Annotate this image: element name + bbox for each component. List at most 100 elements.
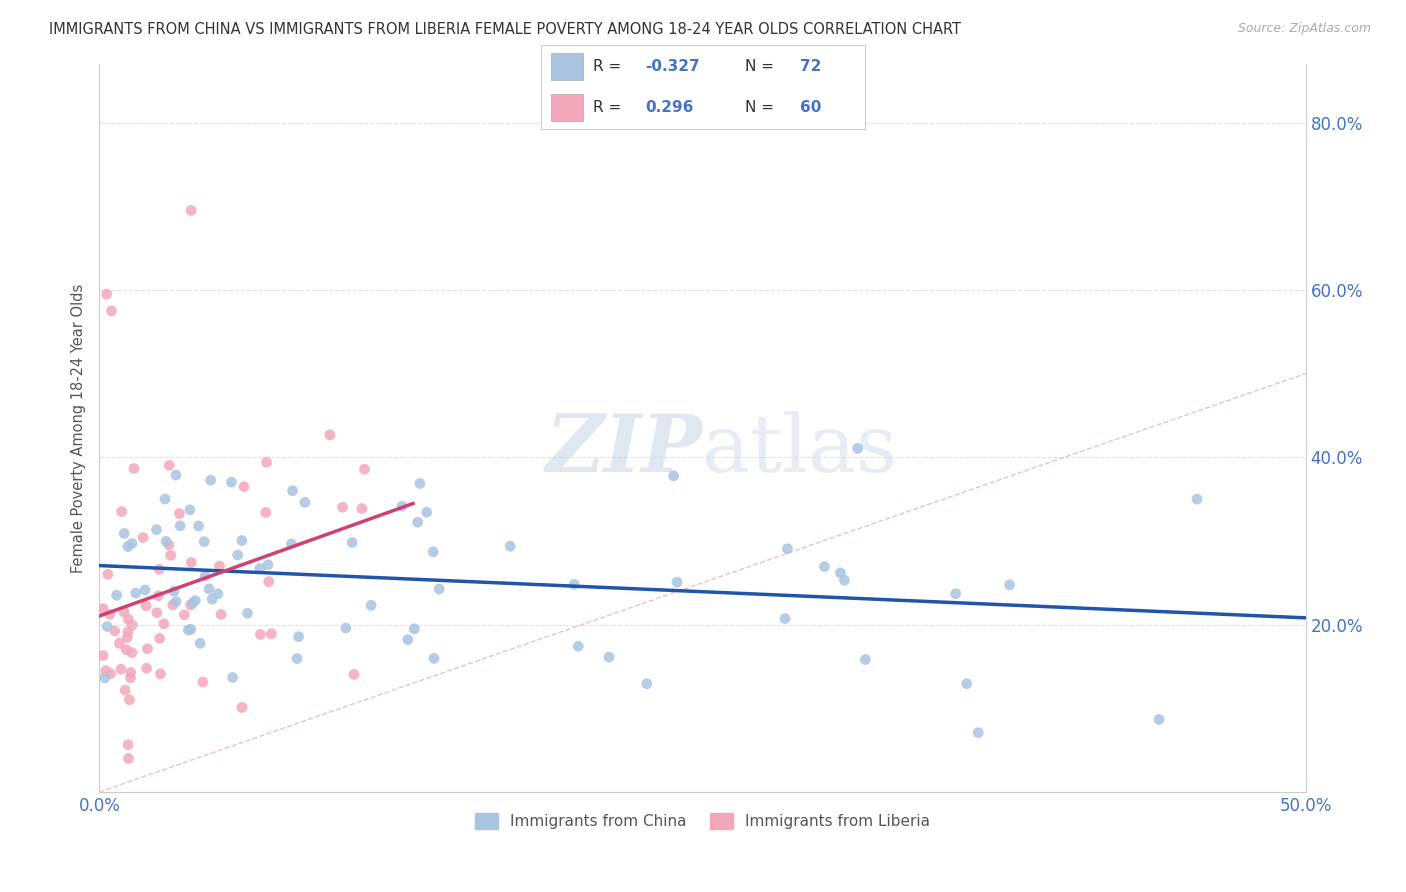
Point bbox=[121, 618, 143, 632]
Point bbox=[427, 582, 450, 596]
Point bbox=[416, 505, 439, 519]
Point bbox=[409, 476, 432, 491]
Point bbox=[208, 559, 231, 574]
Point bbox=[110, 662, 132, 676]
Point bbox=[776, 541, 799, 556]
Point bbox=[945, 587, 967, 601]
Point bbox=[260, 627, 283, 641]
Point bbox=[830, 566, 852, 580]
Point bbox=[117, 751, 139, 765]
Text: 72: 72 bbox=[800, 59, 821, 74]
Point bbox=[100, 304, 122, 318]
Point bbox=[153, 491, 176, 506]
Point bbox=[666, 575, 689, 590]
Point bbox=[169, 519, 191, 533]
Point bbox=[340, 535, 363, 549]
Point bbox=[180, 203, 202, 218]
Point bbox=[662, 468, 685, 483]
Point bbox=[319, 428, 342, 442]
Point bbox=[104, 624, 127, 638]
Point bbox=[280, 537, 302, 551]
Point bbox=[200, 473, 222, 487]
Text: -0.327: -0.327 bbox=[645, 59, 699, 74]
Text: 0.296: 0.296 bbox=[645, 100, 693, 115]
Point bbox=[257, 574, 280, 589]
Point bbox=[117, 540, 139, 554]
Text: atlas: atlas bbox=[703, 411, 897, 489]
Point bbox=[335, 621, 357, 635]
Point bbox=[149, 632, 172, 646]
Point bbox=[773, 611, 796, 625]
Point bbox=[117, 624, 139, 639]
Point bbox=[148, 589, 170, 603]
Text: ZIP: ZIP bbox=[546, 411, 703, 489]
Point bbox=[177, 623, 200, 637]
Point bbox=[834, 573, 856, 587]
Point bbox=[157, 538, 180, 552]
Point bbox=[121, 646, 143, 660]
Point bbox=[165, 594, 187, 608]
Point bbox=[105, 588, 128, 602]
Point bbox=[163, 584, 186, 599]
Point bbox=[135, 599, 157, 613]
Text: N =: N = bbox=[745, 100, 779, 115]
Point bbox=[134, 582, 156, 597]
Point bbox=[406, 515, 429, 529]
Point bbox=[567, 640, 589, 654]
Point bbox=[121, 536, 143, 550]
Point bbox=[117, 612, 139, 626]
Point bbox=[115, 631, 138, 645]
Point bbox=[179, 503, 201, 517]
Text: N =: N = bbox=[745, 59, 779, 74]
Point bbox=[117, 738, 139, 752]
Point bbox=[353, 462, 375, 476]
Point bbox=[191, 675, 214, 690]
Point bbox=[173, 607, 195, 622]
Point bbox=[148, 562, 170, 576]
Point bbox=[162, 598, 184, 612]
Point bbox=[226, 548, 249, 562]
Point bbox=[112, 605, 135, 619]
Point bbox=[254, 505, 277, 519]
Point bbox=[98, 607, 121, 622]
Point bbox=[122, 461, 145, 475]
Point bbox=[100, 666, 122, 681]
Point bbox=[423, 651, 446, 665]
Point bbox=[499, 539, 522, 553]
Point bbox=[91, 648, 114, 663]
Point bbox=[249, 627, 271, 641]
Point bbox=[231, 700, 253, 714]
Point bbox=[294, 495, 316, 509]
Point bbox=[194, 569, 217, 583]
Point bbox=[114, 683, 136, 698]
Point bbox=[180, 556, 202, 570]
Point bbox=[813, 559, 835, 574]
Point bbox=[118, 692, 141, 706]
Point bbox=[350, 501, 373, 516]
Point bbox=[94, 664, 117, 678]
Point bbox=[562, 577, 585, 591]
Point bbox=[256, 455, 278, 469]
Legend: Immigrants from China, Immigrants from Liberia: Immigrants from China, Immigrants from L… bbox=[470, 807, 936, 835]
Point bbox=[207, 587, 229, 601]
Point bbox=[180, 598, 202, 612]
Point bbox=[112, 526, 135, 541]
Point bbox=[184, 593, 207, 607]
Point bbox=[120, 665, 142, 680]
Point bbox=[125, 586, 148, 600]
Point bbox=[149, 666, 172, 681]
Point bbox=[94, 671, 117, 685]
Point bbox=[159, 549, 181, 563]
Point bbox=[145, 523, 167, 537]
Point bbox=[111, 505, 134, 519]
Point bbox=[96, 619, 118, 633]
Point bbox=[132, 531, 155, 545]
Point bbox=[391, 500, 413, 514]
Point bbox=[198, 582, 221, 596]
Y-axis label: Female Poverty Among 18-24 Year Olds: Female Poverty Among 18-24 Year Olds bbox=[72, 284, 86, 573]
Point bbox=[209, 607, 232, 622]
Point bbox=[598, 650, 620, 665]
Point bbox=[188, 636, 211, 650]
Point bbox=[1185, 492, 1208, 507]
Point bbox=[285, 651, 308, 665]
